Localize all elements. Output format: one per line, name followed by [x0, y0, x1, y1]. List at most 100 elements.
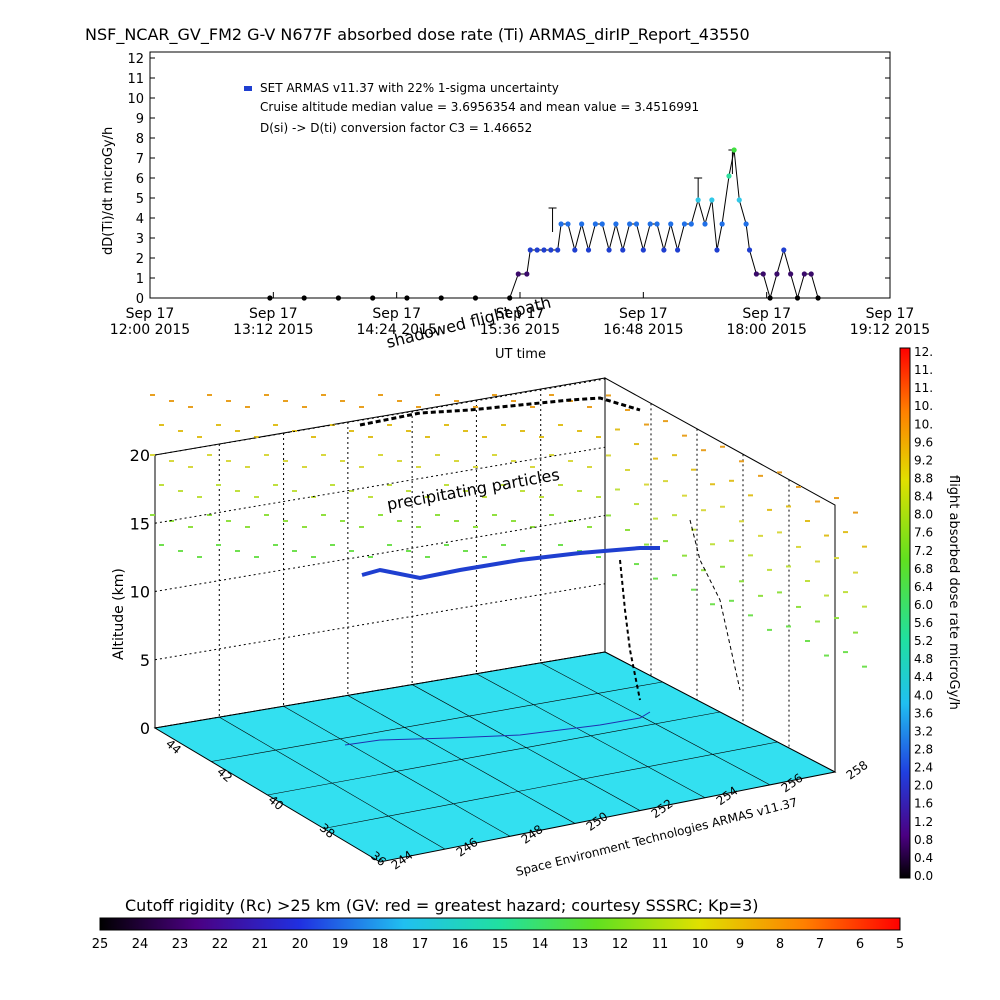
y-tick-label: 3 — [136, 232, 144, 247]
dose-tick-label: 1.6 — [914, 797, 933, 811]
y-axis-label: dD(Ti)/dt microGy/h — [101, 127, 116, 255]
ground-grid-line — [211, 681, 663, 762]
x-tick-time: 16:48 2015 — [603, 322, 683, 338]
dose-tick-label: 10. — [914, 399, 933, 413]
dose-rate-point — [534, 247, 540, 253]
dose-tick-label: 12. — [914, 345, 933, 359]
rigidity-tick-label: 14 — [532, 937, 549, 952]
dose-rate-point — [815, 295, 821, 301]
legend-line-3: D(si) -> D(ti) conversion factor C3 = 1.… — [260, 121, 532, 135]
dose-rate-point — [695, 197, 701, 203]
dose-rate-point — [760, 271, 766, 277]
longitude-tick-label: 258 — [844, 758, 871, 783]
dose-rate-point — [267, 295, 273, 301]
y-tick-label: 10 — [127, 92, 144, 107]
dose-rate-point — [579, 221, 585, 227]
dose-tick-label: 4.8 — [914, 652, 933, 666]
rigidity-tick-label: 12 — [612, 937, 629, 952]
dose-tick-label: 6.4 — [914, 580, 933, 594]
dose-tick-label: 4.0 — [914, 688, 933, 702]
dose-rate-point — [788, 271, 794, 277]
y-tick-label: 11 — [127, 72, 144, 87]
x-tick-time: 15:36 2015 — [480, 322, 560, 338]
dose-rate-line — [269, 149, 819, 300]
altitude-grid-line — [154, 378, 606, 456]
dose-tick-label: 8.0 — [914, 508, 933, 522]
descent-trace-2 — [689, 519, 741, 691]
y-tick-label: 8 — [136, 132, 144, 147]
dose-tick-label: 0.8 — [914, 833, 933, 847]
rigidity-tick-label: 20 — [292, 937, 309, 952]
rigidity-tick-label: 25 — [92, 937, 109, 952]
x-tick-time: 18:00 2015 — [726, 322, 806, 338]
altitude-tick-label: 0 — [140, 719, 150, 738]
dose-rate-point — [548, 247, 554, 253]
dose-rate-point — [668, 221, 674, 227]
altitude-ticks: 0 5 10 15 20 — [130, 378, 606, 738]
rigidity-tick-label: 8 — [776, 937, 784, 952]
dose-rate-point — [719, 221, 725, 227]
y-tick-label: 0 — [136, 292, 144, 307]
legend-marker — [244, 86, 252, 91]
altitude-grid-line — [154, 651, 606, 729]
rigidity-colorbar-bar — [99, 917, 901, 931]
x-tick-date: Sep 17 — [619, 306, 668, 322]
dose-rate-point — [606, 247, 612, 253]
dose-rate-point — [541, 247, 547, 253]
dose-rate-point — [753, 271, 759, 277]
dose-tick-label: 6.0 — [914, 598, 933, 612]
x-tick-date: Sep 17 — [126, 306, 175, 322]
y-tick-label: 2 — [136, 252, 144, 267]
dose-tick-label: 3.6 — [914, 706, 933, 720]
dose-rate-point — [746, 247, 753, 253]
dose-rate-point — [774, 271, 780, 277]
flight-track — [361, 546, 660, 581]
y-tick-label: 9 — [136, 112, 144, 127]
x-tick-time: 13:12 2015 — [233, 322, 313, 338]
dose-rate-point — [709, 197, 715, 203]
dose-colorbar: 0.0 0.4 0.8 1.2 1.6 2.0 2.4 2.8 3.2 3.6 4.0 4.4 4.8 5… — [899, 345, 961, 883]
dose-tick-label: 8.8 — [914, 471, 933, 485]
rigidity-ticks: 25 24 23 22 21 20 19 18 17 16 15 14 13 12 11 10 9 8 7 6 5 — [92, 937, 904, 952]
altitude-tick-label: 15 — [130, 514, 150, 533]
dose-tick-label: 0.0 — [914, 869, 933, 883]
dose-rate-point — [726, 173, 732, 179]
dose-rate-point — [613, 221, 619, 227]
x-tick-time: 19:12 2015 — [850, 322, 930, 338]
rigidity-tick-label: 22 — [212, 937, 229, 952]
dose-rate-point — [714, 247, 720, 253]
rigidity-tick-label: 21 — [252, 937, 269, 952]
dose-rate-point — [801, 271, 807, 277]
rigidity-tick-label: 19 — [332, 937, 349, 952]
rigidity-tick-label: 17 — [412, 937, 429, 952]
y-tick-label: 4 — [136, 212, 144, 227]
altitude-tick-label: 10 — [130, 583, 150, 602]
dose-rate-point — [731, 147, 737, 153]
rigidity-tick-label: 6 — [856, 937, 864, 952]
dose-rate-point — [524, 271, 530, 277]
dose-rate-point — [767, 295, 773, 301]
dose-rate-point — [404, 295, 410, 301]
dose-tick-label: 7.2 — [914, 544, 933, 558]
dose-rate-point — [565, 221, 571, 227]
dose-rate-point — [647, 221, 653, 227]
dose-tick-label: 0.4 — [914, 851, 933, 865]
dose-rate-point — [640, 247, 646, 253]
dose-rate-point — [743, 221, 749, 227]
dose-rate-point — [507, 295, 513, 301]
dose-rate-point — [633, 221, 640, 227]
dose-rate-point — [781, 247, 787, 253]
ground-grid-line — [323, 741, 778, 829]
altitude-tick-label: 5 — [140, 651, 150, 670]
dose-rate-point — [438, 295, 444, 301]
altitude-grid-line — [154, 583, 606, 661]
dose-rate-point — [555, 247, 561, 253]
dose-tick-label: 3.2 — [914, 724, 933, 738]
x-tick-date: Sep 17 — [866, 306, 915, 322]
dose-tick-label: 2.4 — [914, 761, 933, 775]
rigidity-tick-label: 15 — [492, 937, 509, 952]
dose-rate-point — [335, 295, 342, 301]
